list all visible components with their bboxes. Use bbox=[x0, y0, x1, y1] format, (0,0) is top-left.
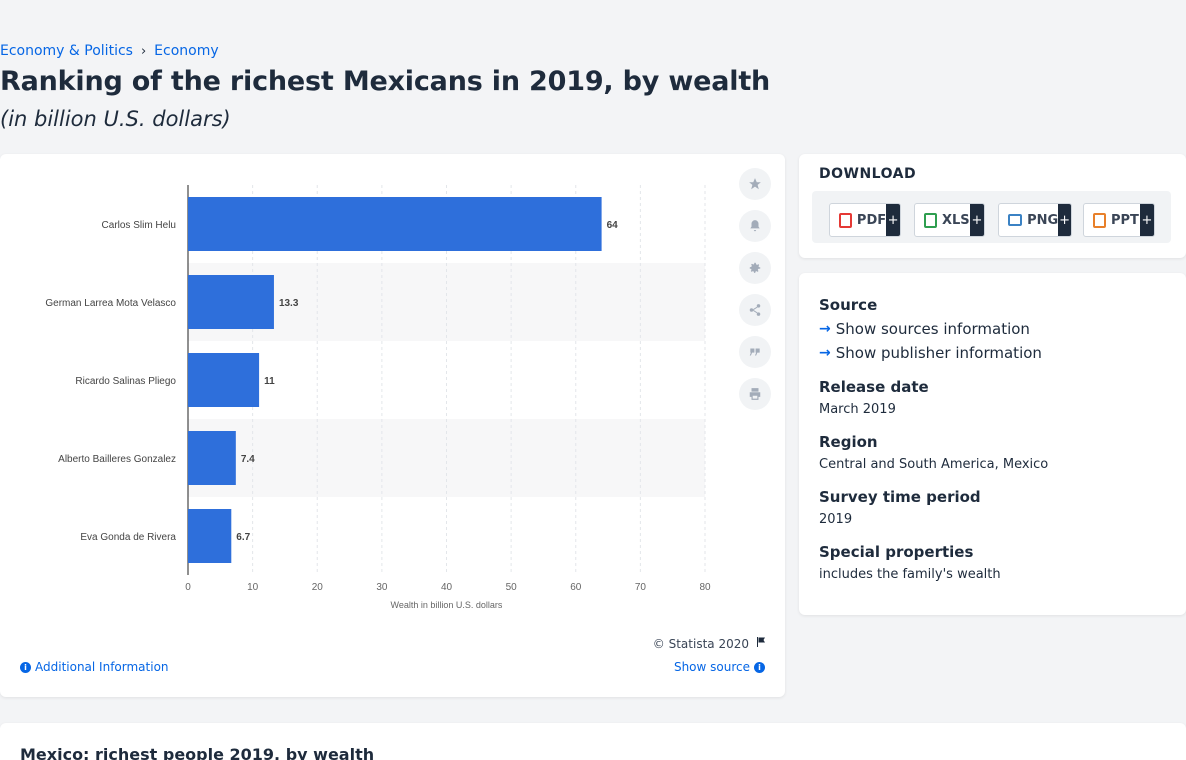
star-icon[interactable] bbox=[739, 168, 771, 200]
quote-icon[interactable] bbox=[739, 336, 771, 368]
page-title: Ranking of the richest Mexicans in 2019,… bbox=[0, 66, 771, 97]
data-label: 6.7 bbox=[236, 532, 250, 543]
download-card: DOWNLOAD PDF + XLS + PNG + PPT + bbox=[799, 154, 1186, 258]
plus-icon: + bbox=[970, 204, 984, 236]
chevron-right-icon: › bbox=[140, 43, 147, 59]
download-xls-label: XLS bbox=[942, 212, 970, 228]
x-tick-label: 80 bbox=[699, 582, 711, 593]
info-icon: i bbox=[20, 661, 31, 673]
ppt-file-icon bbox=[1093, 212, 1106, 228]
bar bbox=[188, 353, 260, 407]
data-label: 7.4 bbox=[241, 454, 255, 465]
download-row: PDF + XLS + PNG + PPT + bbox=[812, 191, 1171, 243]
category-label: Eva Gonda de Rivera bbox=[80, 532, 176, 543]
flag-icon[interactable] bbox=[755, 636, 767, 651]
category-label: German Larrea Mota Velasco bbox=[45, 298, 176, 309]
bar bbox=[188, 509, 232, 563]
plus-icon: + bbox=[886, 204, 900, 236]
description-card: Mexico: richest people 2019, by wealth bbox=[0, 723, 1186, 760]
share-icon[interactable] bbox=[739, 294, 771, 326]
additional-information-label: Additional Information bbox=[35, 660, 169, 674]
copyright: © Statista 2020 bbox=[653, 636, 767, 651]
download-ppt-label: PPT bbox=[1111, 212, 1139, 228]
region-label: Region bbox=[819, 433, 878, 451]
plus-icon: + bbox=[1140, 204, 1154, 236]
special-properties-label: Special properties bbox=[819, 543, 974, 561]
pdf-file-icon bbox=[839, 212, 852, 228]
x-tick-label: 10 bbox=[247, 582, 259, 593]
x-tick-label: 60 bbox=[570, 582, 582, 593]
plus-icon: + bbox=[1058, 204, 1071, 236]
data-label: 13.3 bbox=[279, 298, 299, 309]
show-source-label: Show source bbox=[673, 660, 750, 674]
download-pdf-label: PDF bbox=[856, 212, 887, 228]
page-subtitle: (in billion U.S. dollars) bbox=[0, 107, 231, 131]
arrow-right-icon: → bbox=[819, 345, 831, 361]
breadcrumb: Economy & Politics › Economy bbox=[0, 43, 219, 59]
data-label: 11 bbox=[264, 376, 275, 387]
download-png-label: PNG bbox=[1027, 212, 1059, 228]
gear-icon[interactable] bbox=[739, 252, 771, 284]
download-png-button[interactable]: PNG + bbox=[998, 203, 1072, 237]
png-file-icon bbox=[1008, 214, 1023, 226]
print-icon[interactable] bbox=[739, 378, 771, 410]
survey-period-label: Survey time period bbox=[819, 488, 981, 506]
x-axis-title: Wealth in billion U.S. dollars bbox=[391, 600, 503, 610]
show-publisher-label: Show publisher information bbox=[835, 344, 1042, 362]
breadcrumb-item-economy-politics[interactable]: Economy & Politics bbox=[0, 43, 133, 59]
statistic-info-card: Source → Show sources information → Show… bbox=[799, 273, 1186, 615]
x-tick-label: 70 bbox=[635, 582, 647, 593]
download-ppt-button[interactable]: PPT + bbox=[1083, 203, 1155, 237]
category-label: Carlos Slim Helu bbox=[102, 220, 176, 231]
bar bbox=[188, 275, 274, 329]
special-properties-value: includes the family's wealth bbox=[819, 567, 1001, 582]
bar-chart: 0 10 20 30 40 50 60 70 80 Carlos Slim Helu 64 Germa… bbox=[45, 185, 711, 610]
x-tick-label: 50 bbox=[506, 582, 518, 593]
additional-information-link[interactable]: i Additional Information bbox=[20, 660, 169, 674]
chart-card: 0 10 20 30 40 50 60 70 80 Carlos Slim Helu 64 Germa… bbox=[0, 154, 785, 697]
release-date-value: March 2019 bbox=[819, 402, 896, 417]
category-label: Alberto Bailleres Gonzalez bbox=[58, 454, 176, 465]
bar bbox=[188, 197, 602, 251]
bell-icon[interactable] bbox=[739, 210, 771, 242]
arrow-right-icon: → bbox=[819, 321, 831, 337]
xls-file-icon bbox=[924, 212, 937, 228]
survey-period-value: 2019 bbox=[819, 512, 853, 527]
x-tick-label: 30 bbox=[376, 582, 388, 593]
info-icon: i bbox=[754, 661, 765, 673]
source-label: Source bbox=[819, 296, 878, 314]
download-xls-button[interactable]: XLS + bbox=[914, 203, 985, 237]
download-title: DOWNLOAD bbox=[819, 166, 917, 182]
show-sources-link[interactable]: → Show sources information bbox=[819, 320, 1030, 338]
show-publisher-link[interactable]: → Show publisher information bbox=[819, 344, 1042, 362]
description-title: Mexico: richest people 2019, by wealth bbox=[20, 745, 375, 760]
show-source-link[interactable]: Show source i bbox=[674, 660, 765, 674]
x-tick-label: 40 bbox=[441, 582, 453, 593]
category-label: Ricardo Salinas Pliego bbox=[75, 376, 176, 387]
copyright-text: © Statista 2020 bbox=[652, 636, 749, 651]
download-pdf-button[interactable]: PDF + bbox=[829, 203, 901, 237]
breadcrumb-item-economy[interactable]: Economy bbox=[154, 43, 219, 59]
data-label: 64 bbox=[607, 220, 619, 231]
bar bbox=[188, 431, 236, 485]
region-value: Central and South America, Mexico bbox=[819, 457, 1049, 472]
x-tick-label: 20 bbox=[312, 582, 324, 593]
release-date-label: Release date bbox=[819, 378, 929, 396]
x-tick-label: 0 bbox=[185, 582, 191, 593]
show-sources-label: Show sources information bbox=[835, 320, 1030, 338]
